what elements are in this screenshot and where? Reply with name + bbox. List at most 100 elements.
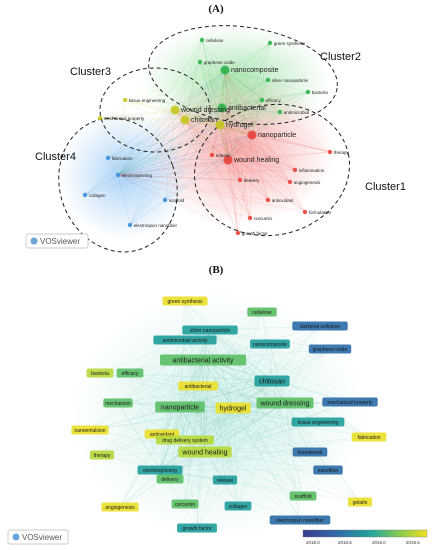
node-label: cellulose — [206, 38, 224, 43]
keyword-bacterial-cellulose: bacterial cellulose — [292, 321, 348, 331]
keyword-label: nanoparticle — [161, 404, 199, 411]
panel-b-brand: VOSviewer — [7, 529, 69, 545]
node-label: tissue engineering — [129, 98, 166, 103]
node-graphene-oxide: graphene oxide — [197, 59, 236, 65]
node-label: bacteria — [312, 90, 329, 95]
keyword-bacteria: bacteria — [86, 368, 114, 378]
cluster2-label: Cluster2 — [320, 51, 361, 63]
panel-a-background — [60, 25, 335, 240]
node-label: antimicrobial — [284, 110, 309, 115]
year-color-scale: 2018.0 2018.5 2019.0 2019.5 — [302, 529, 428, 545]
node-label: antioxidant — [272, 198, 295, 203]
node-nanoparticle: nanoparticle — [247, 130, 296, 140]
node-label: release — [216, 153, 231, 158]
keyword-antimicrobial-activity: antimicrobial activity — [153, 335, 217, 345]
node-angiogenesis: angiogenesis — [287, 179, 321, 185]
keyword-gelatin: gelatin — [347, 497, 373, 507]
keyword-drug-delivery-system: drug delivery system — [156, 435, 214, 445]
keyword-green-synthesis: green synthesis — [162, 296, 208, 306]
node-curcumin: curcumin — [247, 215, 272, 221]
node-therapy: therapy — [327, 149, 349, 155]
node-label: electrospinning — [122, 173, 153, 178]
keyword-label: electrospun nanofiber — [276, 518, 324, 524]
node-fabrication: fabrication — [105, 155, 133, 161]
node-collagen: collagen — [82, 192, 106, 198]
keyword-label: antibacterial — [185, 384, 212, 390]
keyword-label: release — [217, 478, 234, 484]
node-label: growth factor — [242, 231, 269, 236]
panel-b-background — [68, 290, 368, 540]
node-nanocomposite: nanocomposite — [220, 65, 279, 75]
node-label: chitosan — [191, 117, 217, 124]
keyword-biomaterial: biomaterial — [292, 447, 328, 457]
node-label: electrospun nanofiber — [134, 223, 178, 228]
keyword-label: gelatin — [353, 500, 368, 506]
node-hydrogel: hydrogel — [215, 120, 253, 130]
node-label: delivery — [244, 178, 260, 183]
node-electrospinning: electrospinning — [115, 172, 153, 178]
node-label: angiogenesis — [294, 180, 321, 185]
keyword-label: silver nanoparticle — [190, 328, 231, 334]
node-wound-healing: wound healing — [223, 155, 279, 165]
node-delivery: delivery — [237, 177, 260, 183]
node-label: fabrication — [112, 156, 133, 161]
vosviewer-brand-b: VOSviewer — [22, 533, 62, 542]
keyword-label: antimicrobial activity — [163, 338, 208, 344]
node-efficacy: efficacy — [259, 97, 282, 103]
node-electrospun-nanofiber: electrospun nanofiber — [127, 222, 178, 228]
keyword-label: drug delivery system — [162, 438, 208, 444]
node-bacteria: bacteria — [305, 89, 329, 95]
keyword-label: angiogenesis — [105, 505, 135, 511]
node-label: silver nanoparticle — [272, 78, 309, 83]
keyword-fabrication: fabrication — [351, 432, 387, 442]
keyword-label: tissue engineering — [298, 420, 339, 426]
keyword-nanoemulsion: nanoemulsion — [71, 425, 109, 435]
keyword-label: nanofiber — [318, 468, 339, 474]
cluster4-boundary — [58, 117, 178, 253]
keyword-label: bacterial cellulose — [300, 324, 340, 330]
keyword-release: release — [212, 475, 238, 485]
keyword-label: growth factor — [183, 526, 212, 532]
vosviewer-brand-a: VOSviewer — [40, 237, 80, 246]
node-growth-factor: growth factor — [235, 230, 269, 236]
keyword-label: nanocomposite — [253, 342, 287, 348]
keyword-label: efficacy — [122, 371, 139, 377]
keyword-label: therapy — [94, 453, 111, 459]
keyword-label: fabrication — [357, 435, 380, 441]
node-antibacterial: antibacterial — [217, 103, 266, 113]
keyword-label: delivery — [161, 477, 179, 483]
keyword-label: graphene oxide — [313, 347, 348, 353]
keyword-label: green synthesis — [167, 299, 203, 305]
keyword-antibacterial: antibacterial — [178, 381, 218, 391]
node-label: collagen — [89, 193, 106, 198]
keyword-label: wound dressing — [259, 400, 309, 407]
scale-tick-2019-0: 2019.0 — [372, 540, 386, 545]
keyword-silver-nanoparticle: silver nanoparticle — [182, 325, 238, 335]
keyword-nanoparticle: nanoparticle — [155, 401, 205, 413]
keyword-antibacterial-activity: antibacterial activity — [159, 354, 247, 366]
keyword-label: bacteria — [91, 371, 109, 377]
cluster1-boundary — [194, 103, 350, 237]
keyword-wound-dressing: wound dressing — [256, 397, 314, 409]
node-label: graphene oxide — [204, 60, 236, 65]
panel-a-brand: VOSviewer — [25, 233, 89, 249]
keyword-therapy: therapy — [89, 450, 115, 460]
keyword-nanofiber: nanofiber — [313, 465, 343, 475]
scale-tick-2018-5: 2018.5 — [338, 540, 352, 545]
keyword-label: biomaterial — [298, 450, 322, 456]
keyword-label: curcumin — [175, 502, 196, 508]
vosviewer-logo-icon — [30, 237, 38, 245]
keyword-label: antibacterial activity — [172, 357, 234, 364]
scale-tick-2018-0: 2018.0 — [306, 540, 320, 545]
node-label: inflammation — [299, 168, 325, 173]
keyword-label: cellulose — [252, 310, 272, 316]
keyword-label: wound healing — [181, 449, 227, 456]
node-formulation: formulation — [302, 209, 331, 215]
node-label: efficacy — [266, 98, 282, 103]
keyword-graphene-oxide: graphene oxide — [308, 344, 352, 354]
node-label: wound dressing — [180, 107, 230, 114]
vosviewer-logo-icon — [12, 533, 20, 541]
keyword-label: collagen — [229, 504, 248, 510]
